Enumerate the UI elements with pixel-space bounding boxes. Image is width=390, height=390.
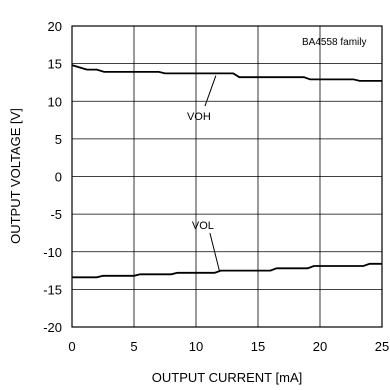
x-tick-label-25: 25 — [375, 339, 389, 354]
x-tick-label-10: 10 — [189, 339, 203, 354]
annotation-label-voh: VOH — [187, 111, 211, 123]
y-tick-label-10: 10 — [48, 94, 62, 109]
y-tick-label-5: 5 — [55, 132, 62, 147]
family-label: BA4558 family — [302, 37, 366, 48]
annotation-group: VOH VOL — [187, 75, 221, 272]
y-tick-label-neg5: -5 — [50, 207, 62, 222]
x-tick-labels: 0 5 10 15 20 25 — [68, 339, 389, 354]
grid — [72, 26, 382, 327]
leader-line-vol — [209, 233, 221, 272]
annotation-label-vol: VOL — [192, 220, 214, 232]
y-axis-title: OUTPUT VOLTAGE [V] — [8, 108, 23, 244]
y-tick-labels: 20 15 10 5 0 -5 -10 -15 -20 — [43, 19, 62, 335]
x-tick-label-20: 20 — [313, 339, 327, 354]
x-tick-label-0: 0 — [68, 339, 75, 354]
x-axis-title: OUTPUT CURRENT [mA] — [152, 370, 302, 385]
y-tick-label-neg10: -10 — [43, 245, 62, 260]
series-group — [71, 64, 382, 279]
y-tick-label-neg20: -20 — [43, 320, 62, 335]
plot-frame — [71, 25, 383, 328]
x-tick-label-15: 15 — [251, 339, 265, 354]
y-tick-label-neg15: -15 — [43, 282, 62, 297]
y-tick-label-0: 0 — [55, 170, 62, 185]
series-line-vol — [72, 262, 382, 279]
x-tick-label-5: 5 — [130, 339, 137, 354]
leader-line-voh — [204, 75, 217, 107]
series-line-voh — [71, 64, 382, 82]
y-tick-label-20: 20 — [48, 19, 62, 34]
y-tick-label-15: 15 — [48, 57, 62, 72]
